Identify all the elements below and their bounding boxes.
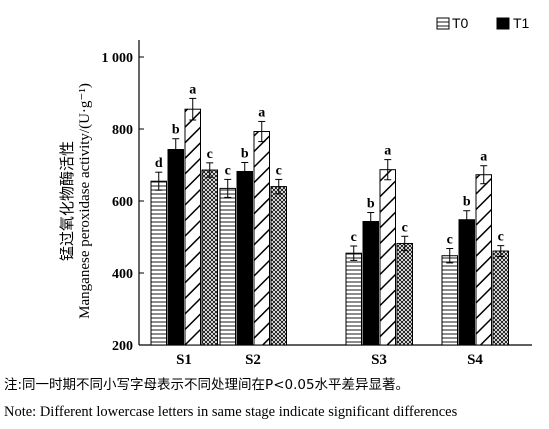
y-tick-label: 200: [112, 339, 133, 354]
bar: [458, 219, 475, 346]
significance-letter: c: [351, 230, 357, 245]
bar: [379, 169, 396, 346]
bar: [441, 255, 458, 346]
significance-letter: b: [367, 197, 375, 212]
y-tick-label: 600: [112, 195, 133, 210]
bar: [253, 131, 270, 346]
significance-letter: a: [384, 144, 391, 159]
legend-swatch-t0: [436, 17, 450, 30]
significance-letter: c: [225, 163, 231, 178]
bar: [219, 187, 236, 346]
significance-letter: c: [276, 163, 282, 178]
bar: [184, 108, 201, 346]
significance-letter: a: [189, 82, 196, 97]
y-axis-title: 锰过氧化物酶活性 Manganese peroxidase activity/(…: [58, 83, 93, 319]
bar: [475, 174, 492, 346]
x-tick-label: S2: [245, 352, 261, 368]
bar: [362, 221, 379, 346]
legend-label-t0: T0: [452, 15, 469, 31]
bar: [345, 252, 362, 346]
y-axis-title-cn: 锰过氧化物酶活性: [58, 141, 76, 261]
significance-letter: a: [258, 105, 265, 120]
x-tick-label: S1: [176, 352, 192, 368]
significance-letter: c: [498, 230, 504, 245]
significance-letter: c: [402, 220, 408, 235]
bar: [270, 186, 287, 346]
legend: T0 T1: [436, 15, 530, 31]
significance-letter: b: [463, 195, 471, 210]
bar: [167, 149, 184, 346]
legend-label-t1: T1: [513, 15, 530, 31]
y-tick-label: 1 000: [102, 51, 134, 66]
footnote-chinese: 注:同一时期不同小写字母表示不同处理间在P<0.05水平差异显著。: [4, 377, 410, 393]
y-axis-title-en: Manganese peroxidase activity/(U·g⁻¹): [77, 83, 93, 319]
significance-letter: d: [155, 156, 163, 171]
bar: [236, 170, 253, 346]
significance-letter: c: [447, 233, 453, 248]
bar: [396, 242, 413, 346]
significance-letter: b: [241, 146, 249, 161]
x-tick-label: S4: [467, 352, 483, 368]
bar: [150, 180, 167, 346]
y-tick-label: 400: [112, 267, 133, 282]
bar: [201, 169, 218, 346]
significance-letter: a: [480, 150, 487, 165]
significance-letter: b: [172, 123, 180, 138]
bar: [492, 250, 509, 346]
x-tick-label: S3: [371, 352, 387, 368]
legend-swatch-t1: [496, 17, 510, 30]
y-tick-label: 800: [112, 123, 133, 138]
footnote-english: Note: Different lowercase letters in sam…: [4, 404, 458, 420]
significance-letter: c: [207, 147, 213, 162]
